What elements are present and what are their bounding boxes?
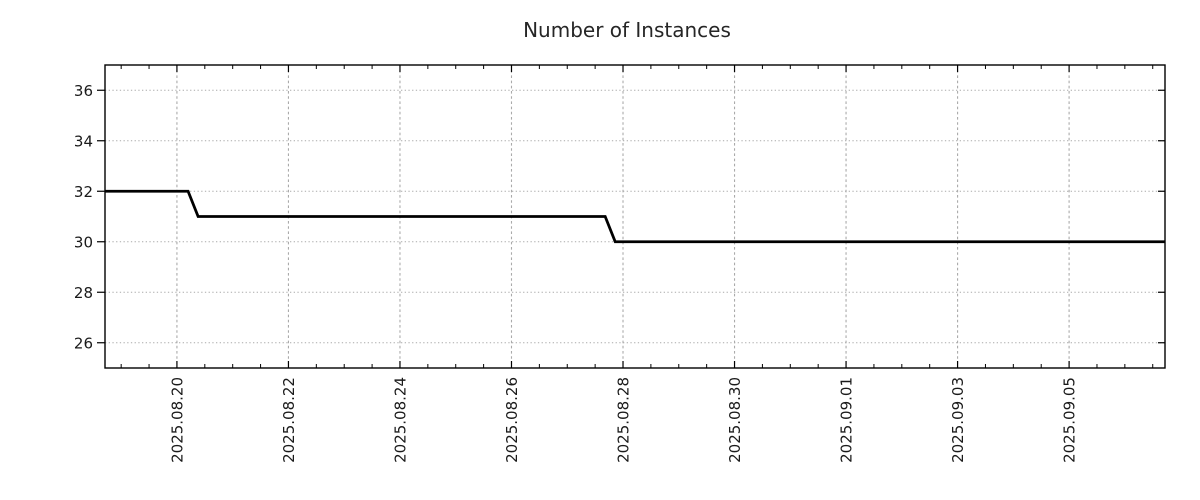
x-tick-label: 2025.08.20 [168, 377, 186, 463]
series-line-instances [105, 189, 1165, 244]
x-tick-label: 2025.08.30 [726, 377, 744, 463]
x-tick-label: 2025.08.26 [503, 377, 521, 463]
chart-title: Number of Instances [523, 18, 731, 42]
y-tick-label: 32 [74, 183, 93, 201]
x-tick-label: 2025.09.01 [838, 377, 856, 463]
y-tick-label: 28 [74, 284, 93, 302]
x-tick-label: 2025.09.03 [949, 377, 967, 463]
x-tick-label: 2025.08.22 [280, 377, 298, 463]
x-tick-label: 2025.08.28 [615, 377, 633, 463]
y-tick-label: 30 [74, 233, 93, 251]
series-layer [105, 189, 1165, 244]
y-tick-label: 36 [74, 82, 93, 100]
label-layer: 26 28 30 32 34 36 2025.08.20 2025.08.22 2025.08.… [74, 82, 1079, 463]
x-tick-label: 2025.08.24 [391, 377, 409, 463]
y-tick-label: 34 [74, 132, 93, 150]
x-tick-label: 2025.09.05 [1061, 377, 1079, 463]
y-tick-label: 26 [74, 334, 93, 352]
plot-border [104, 64, 1166, 369]
axes-spines [104, 64, 1166, 369]
